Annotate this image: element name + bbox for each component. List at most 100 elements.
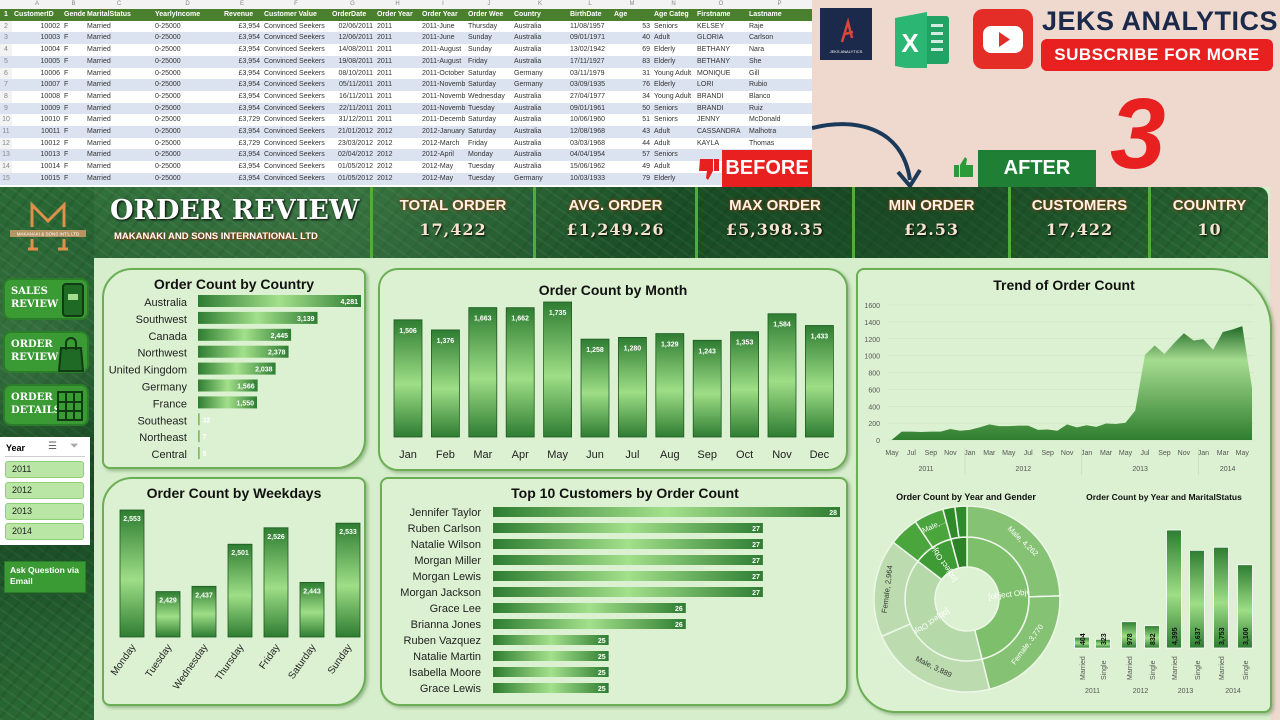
column-letter[interactable]: C [85,0,153,9]
column-header-filter[interactable]: CustomerID [12,9,62,21]
table-cell[interactable]: F [62,79,85,91]
youtube-icon[interactable] [973,9,1033,69]
table-cell[interactable]: McDonald [749,116,781,124]
table-cell[interactable]: 19/08/2011 [330,55,375,68]
table-cell[interactable]: 76 [612,79,652,91]
table-cell[interactable]: Nara [749,46,765,54]
column-letter[interactable] [0,0,12,9]
table-cell[interactable]: 43 [612,126,652,138]
table-cell[interactable]: 2012 [377,139,393,147]
table-cell[interactable]: Elderly [654,46,676,54]
table-cell[interactable]: Australia [512,126,568,138]
table-cell[interactable]: 10/06/1960 [570,116,606,124]
table-cell[interactable]: Malhotra [747,126,812,138]
table-cell[interactable]: 10003 [12,32,62,45]
table-cell[interactable]: £3,954 [222,32,262,45]
table-cell[interactable]: F [62,55,85,68]
table-cell[interactable]: 0-25000 [155,163,181,171]
table-cell[interactable]: Wednesday [468,92,505,100]
table-cell[interactable]: Adult [652,126,695,138]
table-cell[interactable]: 53 [642,22,650,30]
table-cell[interactable]: Tuesday [468,163,495,171]
table-cell[interactable]: Australia [514,92,542,100]
column-header-filter[interactable]: Order Wee [466,9,512,21]
table-cell[interactable]: Australia [512,32,568,45]
table-cell[interactable]: Blanco [749,92,771,100]
table-cell[interactable]: Rubio [747,79,812,91]
table-cell[interactable]: 2011 [375,55,420,68]
table-cell[interactable]: 2011-August [420,55,466,68]
table-cell[interactable]: 03/03/1968 [570,139,606,147]
table-cell[interactable]: 03/09/1935 [568,79,612,91]
table-cell[interactable]: Married [87,22,111,30]
table-cell[interactable]: 23/03/2012 [337,139,373,147]
table-cell[interactable] [695,149,747,162]
table-cell[interactable]: Seniors [652,149,695,162]
table-cell[interactable]: 12/06/2011 [330,32,375,45]
table-cell[interactable]: 44 [642,139,650,147]
table-cell[interactable]: Seniors [652,102,695,115]
table-cell[interactable]: Married [85,102,153,115]
nav-order-review[interactable]: ORDER REVIEW [3,331,89,373]
table-cell[interactable]: F [64,46,69,54]
table-cell[interactable]: £3,954 [222,102,262,115]
table-cell[interactable]: 10009 [12,102,62,115]
table-cell[interactable]: £3,954 [238,163,260,171]
table-cell[interactable]: F [62,102,85,115]
table-cell[interactable]: 2011 [375,102,420,115]
table-cell[interactable]: £3,954 [238,69,260,77]
table-cell[interactable]: 10011 [12,126,62,138]
slicer-item-2014[interactable]: 2014 [5,523,84,540]
table-cell[interactable]: Saturday [468,116,497,124]
table-cell[interactable]: 34 [642,92,650,100]
table-cell[interactable]: 16/11/2011 [339,92,373,100]
nav-order-details[interactable]: ORDER DETAILS [3,384,89,426]
table-cell[interactable]: Married [85,149,153,162]
table-cell[interactable]: 2012-March [422,139,460,147]
table-cell[interactable]: 2011-Novemb [420,79,466,91]
table-cell[interactable]: 17/11/1927 [568,55,612,68]
column-header-filter[interactable]: MaritalStatus [85,9,153,21]
table-cell[interactable]: BETHANY [695,55,747,68]
table-cell[interactable]: Convinced Seekers [264,92,325,100]
table-cell[interactable]: Australia [514,116,542,124]
column-header-filter[interactable]: Order Year [420,9,466,21]
table-cell[interactable] [695,172,747,185]
table-cell[interactable]: 2011-June [420,32,466,45]
table-cell[interactable]: 10006 [40,69,60,77]
table-cell[interactable]: Convinced Seekers [262,172,330,185]
table-cell[interactable]: Carlson [747,32,812,45]
table-cell[interactable]: 2011 [375,32,420,45]
table-cell[interactable]: 0-25000 [155,116,181,124]
table-cell[interactable]: 0-25000 [155,139,181,147]
table-cell[interactable]: Sunday [466,32,512,45]
column-header-filter[interactable]: Firstname [695,9,747,21]
table-cell[interactable]: 0-25000 [153,126,222,138]
table-cell[interactable]: Convinced Seekers [262,126,330,138]
table-cell[interactable]: Seniors [654,22,678,30]
table-cell[interactable]: 10004 [40,46,60,54]
ask-question-button[interactable]: Ask Question via Email [4,561,86,593]
multi-select-icon[interactable]: ☰ [48,441,57,452]
table-cell[interactable]: Convinced Seekers [262,149,330,162]
table-cell[interactable]: 0-25000 [153,55,222,68]
table-cell[interactable]: 2011-June [422,22,455,30]
table-cell[interactable]: Adult [654,163,670,171]
slicer-item-2011[interactable]: 2011 [5,461,84,478]
table-cell[interactable]: Convinced Seekers [264,22,325,30]
table-cell[interactable]: 12/08/1968 [568,126,612,138]
table-cell[interactable]: Convinced Seekers [264,116,325,124]
table-cell[interactable]: Sunday [468,46,492,54]
table-cell[interactable]: 2011-Novemb [422,92,466,100]
table-cell[interactable]: 01/05/2012 [337,163,373,171]
table-cell[interactable]: 10002 [40,22,60,30]
table-cell[interactable]: Australia [512,55,568,68]
column-header-filter[interactable]: Lastname [747,9,812,21]
table-cell[interactable]: 2011-October [422,69,465,77]
table-cell[interactable]: Elderly [652,55,695,68]
table-cell[interactable]: Monday [466,149,512,162]
table-cell[interactable]: KELSEY [697,22,725,30]
table-cell[interactable]: £3,954 [238,22,260,30]
column-letter[interactable]: E [222,0,262,9]
table-cell[interactable]: Seniors [654,116,678,124]
